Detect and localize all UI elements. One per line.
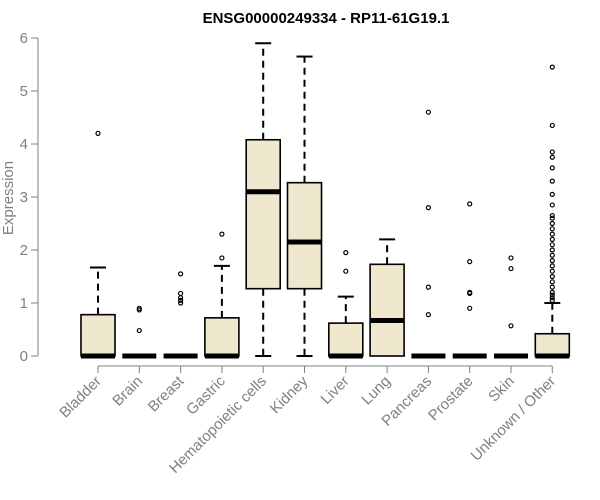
outlier-point: [549, 292, 555, 298]
category-label: Prostate: [425, 373, 477, 425]
outlier-point: [549, 149, 555, 155]
y-tick-label: 5: [20, 83, 28, 100]
outlier-point: [219, 231, 225, 237]
outlier-point: [549, 212, 555, 219]
outlier-point: [549, 202, 555, 208]
outlier-point: [343, 250, 349, 256]
box-iqr: [80, 313, 116, 357]
outlier-point: [549, 236, 555, 242]
y-tick-label: 4: [20, 136, 28, 153]
outlier-point: [549, 295, 555, 301]
box-iqr: [369, 263, 405, 357]
box-group: [163, 271, 198, 359]
category-label: Liver: [318, 373, 353, 408]
outlier-point: [549, 226, 555, 232]
category-label: Brain: [109, 373, 146, 410]
outlier-point: [549, 220, 555, 227]
outlier-point: [549, 165, 555, 171]
outlier-point: [549, 64, 555, 70]
outlier-point: [549, 122, 555, 129]
outlier-point: [549, 284, 555, 290]
category-label: Skin: [485, 373, 518, 406]
category-label: Bladder: [56, 373, 105, 422]
outlier-point: [549, 242, 555, 248]
outlier-point: [549, 273, 555, 280]
box-group: [286, 55, 323, 357]
outlier-point: [343, 268, 349, 274]
outlier-point: [549, 289, 555, 295]
box-iqr: [204, 317, 240, 357]
outlier-point: [549, 178, 555, 184]
outlier-point: [508, 255, 514, 261]
outlier-point: [178, 295, 184, 301]
outlier-point: [549, 279, 555, 285]
outlier-point: [549, 297, 555, 303]
box-iqr: [534, 332, 571, 357]
box-group: [494, 255, 528, 359]
category-label: Breast: [145, 372, 188, 415]
box-group: [122, 305, 157, 359]
y-axis: 0 1 2 3 4 5 6: [20, 30, 39, 365]
outlier-point: [549, 268, 555, 274]
outlier-point: [467, 259, 473, 265]
outlier-point: [425, 109, 431, 115]
box-group: [534, 64, 571, 359]
outlier-point: [508, 265, 514, 272]
outlier-point: [178, 271, 184, 277]
outlier-point: [508, 323, 514, 329]
outlier-point: [549, 191, 555, 197]
y-tick-label: 0: [20, 348, 28, 365]
outlier-point: [425, 284, 431, 290]
y-tick-label: 6: [20, 30, 28, 47]
box-group: [204, 231, 240, 359]
category-label: Kidney: [267, 372, 312, 417]
box-group: [245, 42, 281, 357]
outlier-point: [95, 130, 101, 136]
outlier-point: [425, 205, 431, 211]
outlier-point: [467, 289, 473, 295]
outlier-point: [467, 201, 473, 207]
outlier-point: [136, 327, 142, 334]
outlier-point: [549, 258, 555, 264]
boxes-layer: [80, 42, 571, 359]
box-iqr: [327, 322, 364, 357]
box-iqr: [245, 138, 281, 290]
outlier-point: [178, 300, 184, 306]
chart-title: ENSG00000249334 - RP11-61G19.1: [203, 10, 450, 27]
outlier-point: [178, 297, 184, 303]
outlier-point: [425, 312, 431, 318]
outlier-point: [467, 305, 473, 311]
outlier-point: [549, 263, 555, 269]
outlier-point: [549, 231, 555, 237]
box-group: [452, 201, 487, 359]
outlier-point: [549, 154, 555, 160]
outlier-point: [549, 215, 555, 221]
outlier-point: [219, 255, 225, 261]
y-axis-title: Expression: [0, 161, 17, 235]
box-group: [411, 109, 446, 359]
outlier-point: [136, 305, 142, 311]
outlier-point: [549, 247, 555, 253]
y-tick-label: 1: [20, 295, 28, 312]
y-tick-label: 3: [20, 189, 28, 206]
box-group: [327, 250, 364, 359]
category-label: Lung: [358, 373, 394, 409]
box-group: [80, 130, 116, 359]
box-iqr: [286, 181, 323, 290]
outlier-point: [549, 252, 555, 258]
outlier-point: [178, 290, 184, 297]
y-tick-label: 2: [20, 242, 28, 259]
box-group: [369, 238, 405, 357]
